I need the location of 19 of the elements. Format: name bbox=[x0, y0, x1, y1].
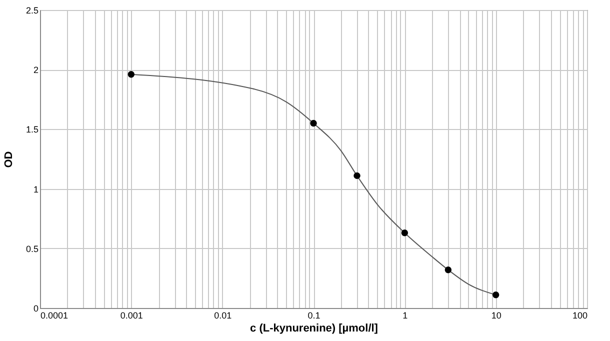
point bbox=[401, 230, 408, 236]
x-tick-label: 1 bbox=[402, 310, 408, 320]
point bbox=[354, 172, 360, 180]
point bbox=[492, 292, 500, 298]
y-axis-title: OD bbox=[2, 151, 15, 168]
x-tick-label: 0.01 bbox=[214, 310, 232, 320]
x-axis-title: c (L-kynurenine) [µmol/l] bbox=[250, 322, 378, 334]
y-tick-label: 1 bbox=[33, 184, 38, 194]
point bbox=[444, 266, 452, 274]
x-tick-label: 0.1 bbox=[308, 310, 320, 320]
x-tick-label: 0.0001 bbox=[40, 310, 68, 320]
y-tick-label: 2 bbox=[33, 65, 38, 76]
y-tick-label: 2.5 bbox=[26, 6, 38, 16]
x-tick-label: 0.001 bbox=[120, 310, 143, 320]
y-tick-label: 1.5 bbox=[26, 124, 38, 135]
x-tick-label: 100 bbox=[572, 310, 588, 320]
y-tick-label: 0.5 bbox=[26, 244, 38, 254]
x-tick-label: 10 bbox=[491, 310, 502, 320]
y-tick-label: 0 bbox=[33, 304, 38, 314]
